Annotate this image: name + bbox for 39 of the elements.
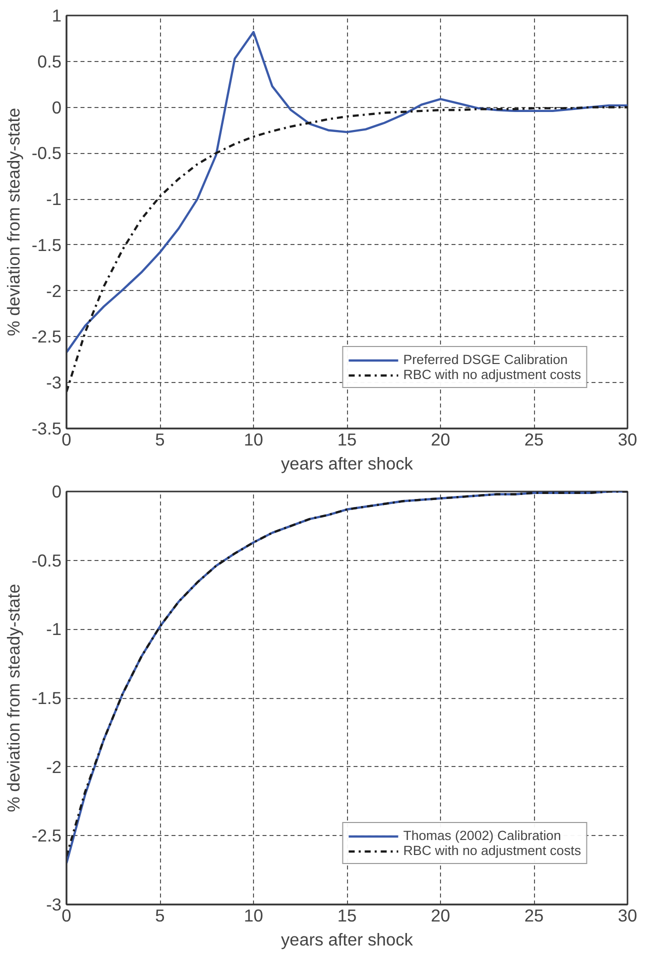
x-tick-label: 25 [524,430,544,450]
y-tick-label: -3 [46,372,62,393]
y-tick-label: -3 [46,894,62,914]
legend-label: RBC with no adjustment costs [403,367,581,382]
line-series [66,106,628,393]
x-tick-label: 5 [155,430,165,450]
x-tick-label: 30 [618,430,638,450]
y-tick-label: 1 [52,6,62,26]
x-tick-label: 15 [337,906,357,926]
legend-label: Thomas (2002) Calibration [403,828,561,843]
y-tick-label: -0.5 [32,143,62,164]
y-tick-label: -0.5 [32,550,62,570]
x-tick-label: 25 [524,906,544,926]
y-axis-title: % deviation from steady-state [4,108,24,336]
x-axis-title: years after shock [281,454,414,474]
y-tick-label: 0 [52,482,62,502]
y-tick-label: -1 [46,619,62,640]
legend-label: RBC with no adjustment costs [403,843,581,858]
y-tick-label: -2 [46,756,62,777]
x-tick-label: 5 [155,906,165,926]
y-tick-label: -1.5 [32,234,62,255]
y-tick-label: -1.5 [32,688,62,708]
x-axis-title: years after shock [281,930,414,950]
y-tick-label: 0 [52,97,62,118]
y-tick-label: -2.5 [32,826,62,846]
legend-label: Preferred DSGE Calibration [403,352,568,367]
y-tick-label: -1 [46,189,62,210]
x-tick-label: 10 [244,430,264,450]
x-tick-label: 30 [618,906,638,926]
x-tick-label: 20 [430,906,450,926]
x-tick-label: 15 [337,430,357,450]
y-axis-title: % deviation from steady-state [4,584,24,812]
y-tick-label: -2 [46,280,62,301]
y-tick-label: -2.5 [32,326,62,347]
x-tick-label: 10 [244,906,264,926]
y-tick-label: 0.5 [37,51,62,72]
line-series [66,30,628,354]
x-tick-label: 20 [430,430,450,450]
y-tick-label: -3.5 [32,418,62,438]
